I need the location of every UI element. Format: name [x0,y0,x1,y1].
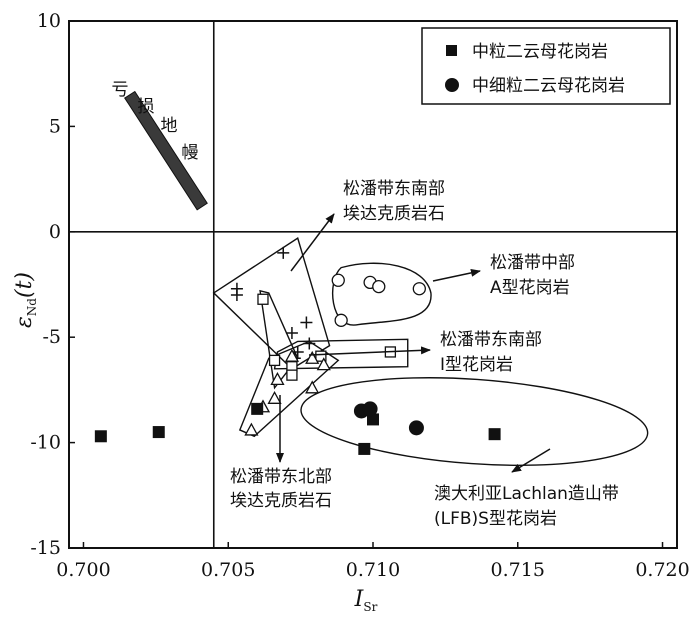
background-point-group-2 [268,354,281,367]
annotation-se-adakite-line-1: 松潘带东南部 [343,179,445,199]
annotation-se-i-arrow [308,346,431,356]
envelope-lfb [300,377,649,466]
mantle-label-char-4: 幔 [182,143,199,163]
annotation-lfb-line-1: 澳大利亚Lachlan造山带 [434,484,619,504]
annotation-central-a-arrow [432,268,481,282]
mantle-label-char-2: 损 [138,97,155,117]
annotation-lfb: 澳大利亚Lachlan造山带 (LFB)S型花岗岩 [434,448,619,529]
x-tick-label: 0.715 [491,559,545,581]
annotation-lfb-line-2: (LFB)S型花岗岩 [434,509,557,529]
annotation-ne-adakite: 松潘带东北部 埃达克质岩石 [230,395,332,511]
annotation-central-a: 松潘带中部 A型花岗岩 [432,253,575,298]
x-tick-label: 0.705 [201,559,255,581]
background-point-group-1 [331,273,345,287]
x-axis-label: ISr [354,587,378,614]
background-point-group-0 [300,316,313,329]
background-point-group-3 [270,372,285,386]
y-axis-label-subscript: Nd [25,298,39,317]
legend-square-icon [446,45,457,56]
y-tick-label: -15 [30,537,61,559]
annotation-ne-adakite-line-1: 松潘带东北部 [230,467,332,487]
background-point-group-0 [277,246,290,259]
annotation-se-i-line-1: 松潘带东南部 [440,330,542,350]
mantle-band-shape [124,90,208,211]
y-axis-label: εNd(t) [12,272,39,328]
medium-grained-point [152,426,165,439]
background-point-group-3 [284,348,300,362]
background-point-group-3 [305,350,320,364]
mantle-label-char-3: 地 [161,116,178,136]
background-point-group-1 [412,282,426,296]
background-point-group-0 [285,326,298,339]
medium-grained-point [251,402,264,415]
background-point-group-0 [303,337,316,350]
y-tick-label: 5 [49,115,61,137]
x-tick-label: 0.710 [346,559,400,581]
background-point-group-3 [316,357,331,371]
background-point-group-0 [230,289,243,302]
y-tick-label: 10 [37,10,61,32]
annotation-central-a-line-2: A型花岗岩 [490,278,570,298]
background-point-group-3 [267,390,282,404]
annotation-lfb-arrow [511,448,551,473]
data-marks [94,246,501,455]
y-tick-label: 0 [49,221,61,243]
y-tick-label: -10 [30,432,61,454]
envelope-central-a [331,262,432,326]
depleted-mantle-band: 亏 损 地 幔 [112,80,208,211]
annotation-se-adakite: 松潘带东南部 埃达克质岩石 [290,179,445,272]
background-point-group-2 [315,350,327,362]
x-axis-label-subscript: Sr [363,600,377,614]
medium-fine-grained-point [362,401,378,417]
annotation-se-adakite-line-2: 埃达克质岩石 [343,204,445,224]
background-point-group-2 [257,293,269,305]
reference-lines [69,21,677,548]
x-tick-label: 0.720 [635,559,689,581]
medium-grained-point [488,428,501,441]
legend-label-medium-fine-grained: 中细粒二云母花岗岩 [472,76,625,96]
axis-ticks: 0.700 0.705 0.710 0.715 0.720 10 5 0 -5 -10 -15 [30,10,689,581]
mantle-label-char-1: 亏 [112,80,129,100]
background-point-group-0 [291,345,304,358]
annotation-ne-adakite-line-2: 埃达克质岩石 [230,491,332,511]
background-point-group-1 [372,279,386,294]
legend-box [421,27,671,105]
medium-grained-point [367,413,379,426]
annotation-se-i: 松潘带东南部 Ⅰ型花岗岩 [308,330,542,375]
annotation-central-a-line-1: 松潘带中部 [490,253,575,273]
annotation-se-i-line-2: Ⅰ型花岗岩 [440,355,513,375]
background-point-group-3 [244,422,259,436]
envelope-se-adakite [212,237,331,370]
legend-circle-icon [445,78,459,92]
medium-grained-point [94,430,107,443]
background-point-group-3 [305,380,320,394]
y-axis-label-suffix: (t) [12,272,37,298]
medium-fine-grained-point [408,420,424,436]
y-tick-label: -5 [42,326,61,348]
x-tick-label: 0.700 [56,559,110,581]
legend-label-medium-grained: 中粒二云母花岗岩 [472,42,608,62]
background-point-group-2 [286,369,298,381]
legend: 中粒二云母花岗岩 中细粒二云母花岗岩 [421,27,671,105]
medium-grained-point [358,442,371,455]
background-point-group-1 [334,313,348,327]
annotation-se-adakite-arrow [290,213,335,272]
